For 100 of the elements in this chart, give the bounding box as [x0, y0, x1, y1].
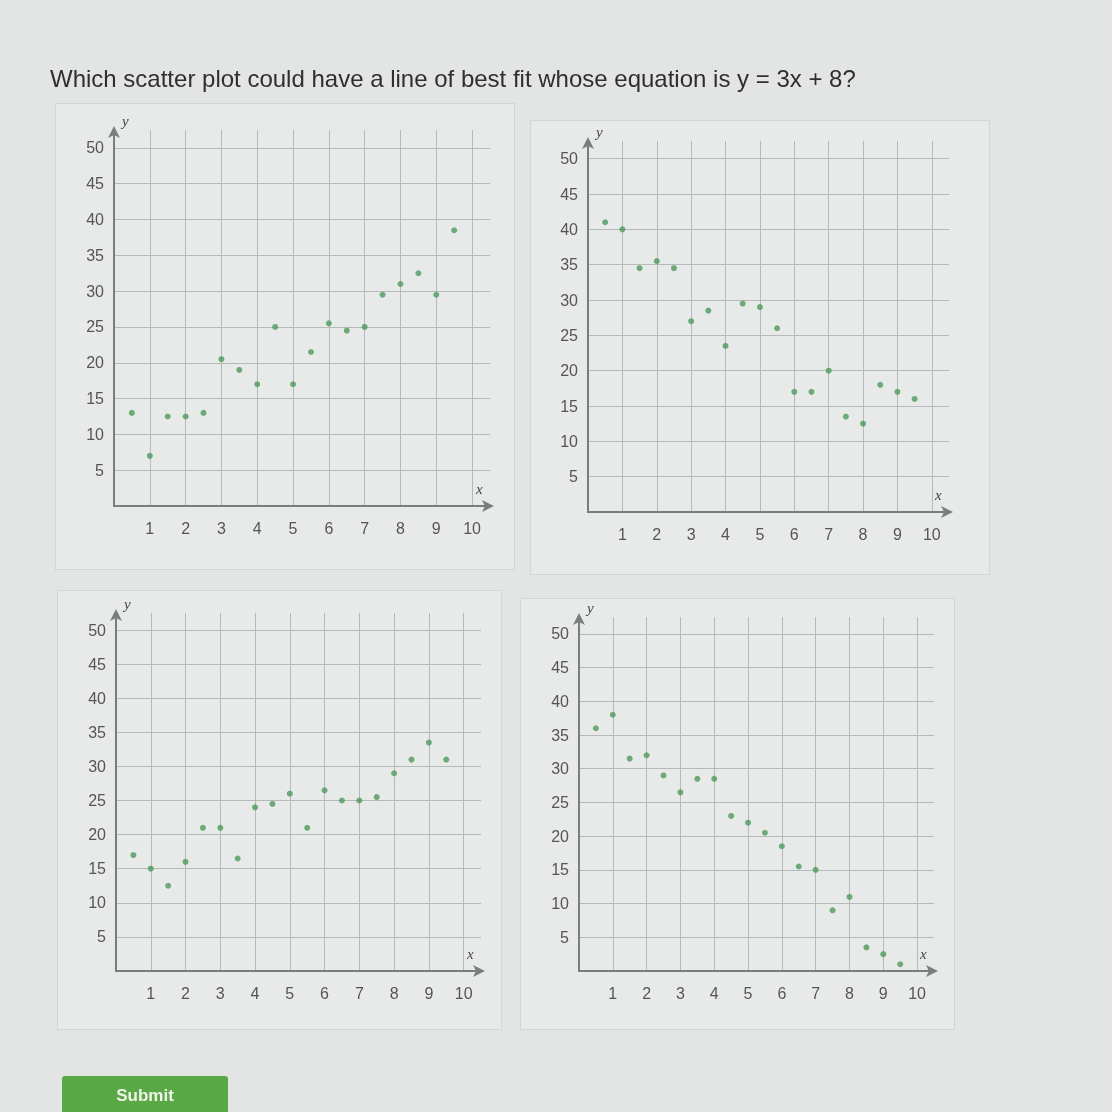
x-axis-title: x [934, 486, 942, 503]
x-tick-label: 7 [811, 984, 821, 1002]
point [182, 858, 189, 865]
y-tick-label: 40 [551, 692, 570, 710]
x-tick-label: 4 [721, 525, 731, 543]
x-tick-label: 1 [145, 519, 155, 537]
point [290, 381, 297, 388]
y-tick-label: 15 [86, 390, 105, 408]
x-tick-label: 5 [743, 984, 753, 1002]
point [619, 226, 626, 233]
point [602, 219, 609, 226]
point [397, 280, 404, 287]
point [361, 323, 368, 330]
point [304, 824, 311, 831]
text: Which scatter plot could have a line of best fit whose equation is y = 3x + 8? [50, 65, 856, 93]
y-tick-label: 10 [560, 432, 579, 450]
y-tick-label: 15 [551, 861, 570, 879]
x-tick-label: 9 [892, 525, 902, 543]
point [165, 882, 172, 889]
point [880, 951, 887, 958]
x-tick-label: 10 [463, 519, 482, 537]
y-tick-label: 5 [97, 928, 107, 946]
x-tick-label: 6 [320, 984, 330, 1002]
point [408, 756, 415, 763]
x-tick-label: 2 [181, 984, 191, 1002]
point [877, 381, 884, 388]
y-tick-label: 45 [88, 655, 107, 673]
y-tick-label: 30 [86, 282, 105, 300]
y-tick-label: 5 [560, 928, 570, 946]
point [897, 961, 904, 968]
y-tick-label: 20 [86, 354, 105, 372]
point [425, 739, 432, 746]
y-tick-label: 25 [560, 326, 579, 344]
x-tick-label: 3 [675, 984, 685, 1002]
point [254, 381, 261, 388]
x-tick-label: 7 [824, 525, 834, 543]
point [846, 893, 853, 900]
x-tick-label: 7 [360, 519, 370, 537]
y-tick-label: 25 [551, 793, 570, 811]
point [778, 843, 785, 850]
x-tick-label: 6 [324, 519, 334, 537]
x-tick-label: 2 [652, 525, 662, 543]
y-tick-label: 35 [86, 246, 105, 264]
y-tick-label: 25 [86, 318, 105, 336]
y-tick-label: 35 [88, 723, 107, 741]
point [653, 258, 660, 265]
point [705, 307, 712, 314]
x-tick-label: 6 [789, 525, 799, 543]
y-tick-label: 45 [560, 185, 579, 203]
point [626, 755, 633, 762]
point [443, 756, 450, 763]
y-tick-label: 30 [88, 757, 107, 775]
point [812, 866, 819, 873]
x-tick-label: 4 [252, 519, 262, 537]
x-tick-label: 8 [396, 519, 406, 537]
y-tick-label: 40 [86, 211, 105, 229]
y-tick-label: 5 [95, 461, 105, 479]
point [236, 366, 243, 373]
point [182, 413, 189, 420]
y-tick-label: 5 [569, 468, 579, 486]
y-tick-label: 50 [88, 621, 107, 639]
point [722, 342, 729, 349]
point [217, 824, 224, 831]
point [218, 356, 225, 363]
y-tick-label: 45 [86, 175, 105, 193]
point [343, 327, 350, 334]
point [307, 349, 314, 356]
point [252, 804, 259, 811]
x-axis-title: x [919, 945, 927, 962]
point [808, 388, 815, 395]
y-tick-label: 15 [560, 397, 579, 415]
point [761, 829, 768, 836]
point [643, 752, 650, 759]
point [842, 413, 849, 420]
point [894, 388, 901, 395]
x-tick-label: 1 [146, 984, 156, 1002]
y-tick-label: 40 [560, 220, 579, 238]
x-tick-label: 3 [686, 525, 696, 543]
point [269, 800, 276, 807]
point [728, 812, 735, 819]
x-tick-label: 4 [250, 984, 260, 1002]
x-tick-label: 8 [858, 525, 868, 543]
point [146, 452, 153, 459]
x-tick-label: 1 [608, 984, 618, 1002]
point [774, 325, 781, 332]
point [795, 863, 802, 870]
submit-button[interactable]: Submit [62, 1076, 228, 1112]
x-tick-label: 6 [777, 984, 787, 1002]
x-tick-label: 3 [215, 984, 225, 1002]
y-tick-label: 50 [560, 150, 579, 168]
x-tick-label: 5 [285, 984, 295, 1002]
point [863, 944, 870, 951]
x-tick-label: 10 [454, 984, 473, 1002]
point [433, 291, 440, 298]
point [147, 865, 154, 872]
point [860, 420, 867, 427]
point [911, 395, 918, 402]
y-tick-label: 10 [551, 895, 570, 913]
point [391, 770, 398, 777]
y-tick-label: 35 [560, 256, 579, 274]
